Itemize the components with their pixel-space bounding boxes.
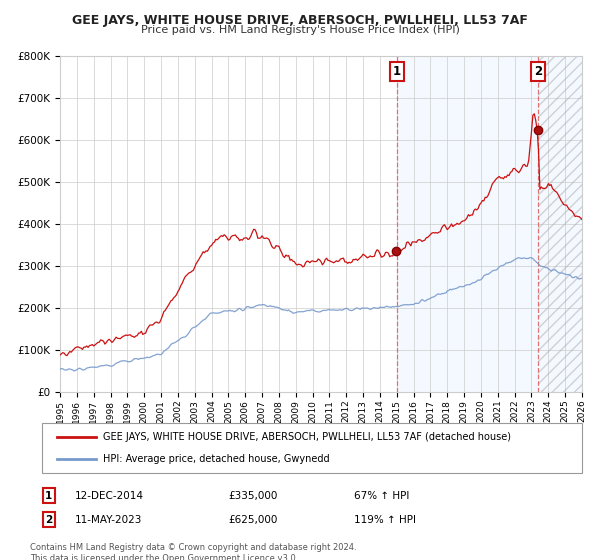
- Text: £335,000: £335,000: [228, 491, 277, 501]
- Text: GEE JAYS, WHITE HOUSE DRIVE, ABERSOCH, PWLLHELI, LL53 7AF (detached house): GEE JAYS, WHITE HOUSE DRIVE, ABERSOCH, P…: [103, 432, 511, 442]
- Text: 12-DEC-2014: 12-DEC-2014: [75, 491, 144, 501]
- Text: £625,000: £625,000: [228, 515, 277, 525]
- Text: 67% ↑ HPI: 67% ↑ HPI: [354, 491, 409, 501]
- Text: Price paid vs. HM Land Registry's House Price Index (HPI): Price paid vs. HM Land Registry's House …: [140, 25, 460, 35]
- Text: HPI: Average price, detached house, Gwynedd: HPI: Average price, detached house, Gwyn…: [103, 454, 330, 464]
- Text: Contains HM Land Registry data © Crown copyright and database right 2024.
This d: Contains HM Land Registry data © Crown c…: [30, 543, 356, 560]
- Text: 1: 1: [393, 64, 401, 78]
- Text: 119% ↑ HPI: 119% ↑ HPI: [354, 515, 416, 525]
- Text: 2: 2: [45, 515, 52, 525]
- Bar: [538, 56, 582, 392]
- Text: 2: 2: [533, 64, 542, 78]
- Text: GEE JAYS, WHITE HOUSE DRIVE, ABERSOCH, PWLLHELI, LL53 7AF: GEE JAYS, WHITE HOUSE DRIVE, ABERSOCH, P…: [72, 14, 528, 27]
- Text: 11-MAY-2023: 11-MAY-2023: [75, 515, 142, 525]
- Bar: [397, 56, 582, 392]
- Text: 1: 1: [45, 491, 52, 501]
